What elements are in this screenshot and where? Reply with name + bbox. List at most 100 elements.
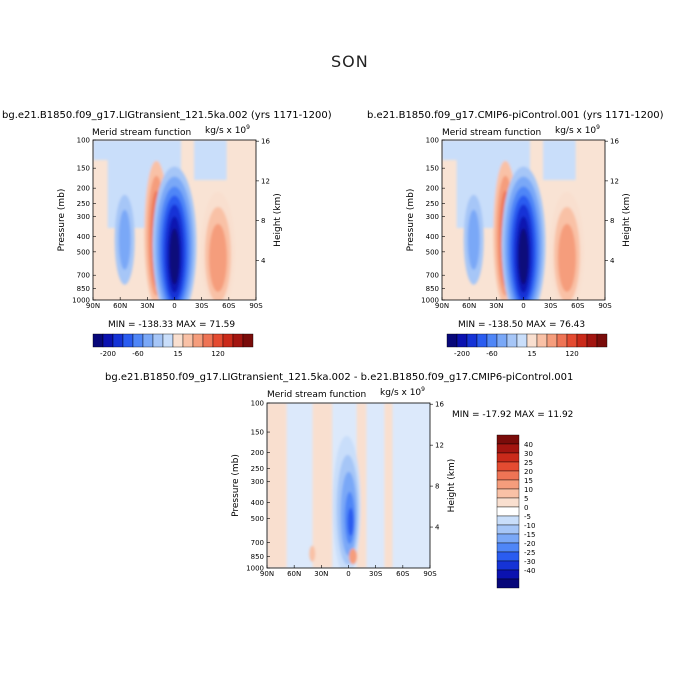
- colorbar-swatch: [496, 461, 520, 472]
- colorbar-label: 15: [528, 350, 537, 358]
- contour-level: [467, 209, 480, 270]
- contour-region: [194, 140, 227, 180]
- y-tick-label: 700: [251, 539, 264, 547]
- colorbar-swatch: [496, 533, 520, 544]
- colorbar-swatch: [496, 515, 520, 526]
- y2-tick-label: 8: [261, 217, 265, 225]
- colorbar-swatch: [496, 569, 520, 580]
- y-tick-label: 1000: [421, 297, 439, 305]
- y2-tick-label: 4: [610, 257, 615, 265]
- y-tick-label: 850: [251, 553, 264, 561]
- contour-level: [169, 228, 180, 285]
- y-tick-label: 150: [251, 429, 264, 437]
- contour-level: [347, 507, 354, 536]
- panel-3-units: kg/s x 109: [380, 386, 425, 398]
- contour-level: [309, 545, 316, 562]
- x-tick-label: 0: [172, 302, 176, 310]
- colorbar-swatch: [192, 333, 204, 348]
- x-tick-label: 30S: [195, 302, 209, 310]
- contour-region: [384, 403, 393, 568]
- y-tick-label: 150: [426, 165, 439, 173]
- colorbar-swatch: [496, 452, 520, 463]
- y2-tick-label: 16: [610, 138, 619, 146]
- y-axis-title: Pressure (mb): [231, 454, 241, 517]
- x-tick-label: 30N: [140, 302, 154, 310]
- contour-region: [442, 140, 491, 160]
- colorbar-swatch: [222, 333, 234, 348]
- y-tick-label: 300: [426, 213, 439, 221]
- y-tick-label: 200: [77, 185, 90, 193]
- colorbar-swatch: [446, 333, 458, 348]
- panel-2-subtitle: Merid stream function: [442, 128, 542, 138]
- x-tick-label: 90N: [86, 302, 100, 310]
- y-tick-label: 1000: [72, 297, 90, 305]
- y2-axis-title: Height (km): [273, 193, 283, 247]
- y2-tick-label: 4: [261, 257, 266, 265]
- colorbar-swatch: [576, 333, 588, 348]
- colorbar-swatch: [596, 333, 608, 348]
- y-tick-label: 700: [426, 272, 439, 280]
- contour-level: [349, 548, 358, 565]
- y2-tick-label: 16: [261, 138, 270, 146]
- x-tick-label: 90N: [435, 302, 449, 310]
- y-tick-label: 400: [77, 233, 90, 241]
- panel-3-title: bg.e21.B1850.f09_g17.LIGtransient_121.5k…: [105, 372, 574, 383]
- x-tick-label: 30S: [544, 302, 558, 310]
- colorbar-swatch: [92, 333, 104, 348]
- y-tick-label: 200: [426, 185, 439, 193]
- colorbar-label: 120: [211, 350, 224, 358]
- colorbar-swatch: [476, 333, 488, 348]
- y2-tick-label: 16: [435, 401, 444, 409]
- contour-region: [312, 403, 333, 568]
- x-tick-label: 90S: [249, 302, 263, 310]
- panel-3-stats: MIN = -17.92 MAX = 11.92: [452, 410, 574, 420]
- colorbar-label: -200: [100, 350, 116, 358]
- contour-region: [93, 140, 142, 160]
- x-tick-label: 90S: [598, 302, 612, 310]
- colorbar-swatch: [496, 542, 520, 553]
- colorbar-label: -40: [524, 567, 535, 575]
- colorbar-label: 0: [524, 504, 528, 512]
- x-tick-label: 60N: [287, 570, 301, 578]
- colorbar-label: -5: [524, 513, 531, 521]
- y-tick-label: 100: [251, 400, 264, 408]
- colorbar-swatch: [152, 333, 164, 348]
- y-tick-label: 200: [251, 449, 264, 457]
- y-tick-label: 850: [77, 285, 90, 293]
- x-tick-label: 60N: [462, 302, 476, 310]
- contour-level: [518, 228, 529, 285]
- colorbar-label: 5: [524, 495, 528, 503]
- colorbar-swatch: [566, 333, 578, 348]
- y-tick-label: 250: [426, 200, 439, 208]
- contour-region: [267, 403, 287, 568]
- y-axis-title: Pressure (mb): [57, 189, 67, 252]
- x-tick-label: 30N: [489, 302, 503, 310]
- colorbar-swatch: [496, 551, 520, 562]
- colorbar-swatch: [232, 333, 244, 348]
- panel-1-subtitle: Merid stream function: [92, 128, 192, 138]
- colorbar-swatch: [142, 333, 154, 348]
- colorbar-swatch: [496, 470, 520, 481]
- colorbar-label: 15: [174, 350, 183, 358]
- x-tick-label: 60S: [396, 570, 410, 578]
- colorbar-swatch: [242, 333, 254, 348]
- colorbar-swatch: [496, 443, 520, 454]
- y-tick-label: 500: [426, 248, 439, 256]
- colorbar-swatch: [466, 333, 478, 348]
- colorbar-label: -60: [486, 350, 497, 358]
- panel-3-subtitle: Merid stream function: [267, 390, 367, 400]
- colorbar-label: -200: [454, 350, 470, 358]
- colorbar-2: [446, 333, 608, 348]
- panel-2-units: kg/s x 109: [555, 124, 600, 136]
- colorbar-label: 10: [524, 486, 533, 494]
- colorbar-swatch: [496, 497, 520, 508]
- panel-1-units: kg/s x 109: [205, 124, 250, 136]
- panel-2-plot: [441, 139, 608, 301]
- colorbar-label: 120: [565, 350, 578, 358]
- colorbar-swatch: [536, 333, 548, 348]
- colorbar-label: -15: [524, 531, 535, 539]
- colorbar-swatch: [526, 333, 538, 348]
- y-axis-title: Pressure (mb): [406, 189, 416, 252]
- panel-1-plot: [92, 139, 259, 301]
- colorbar-swatch: [496, 524, 520, 535]
